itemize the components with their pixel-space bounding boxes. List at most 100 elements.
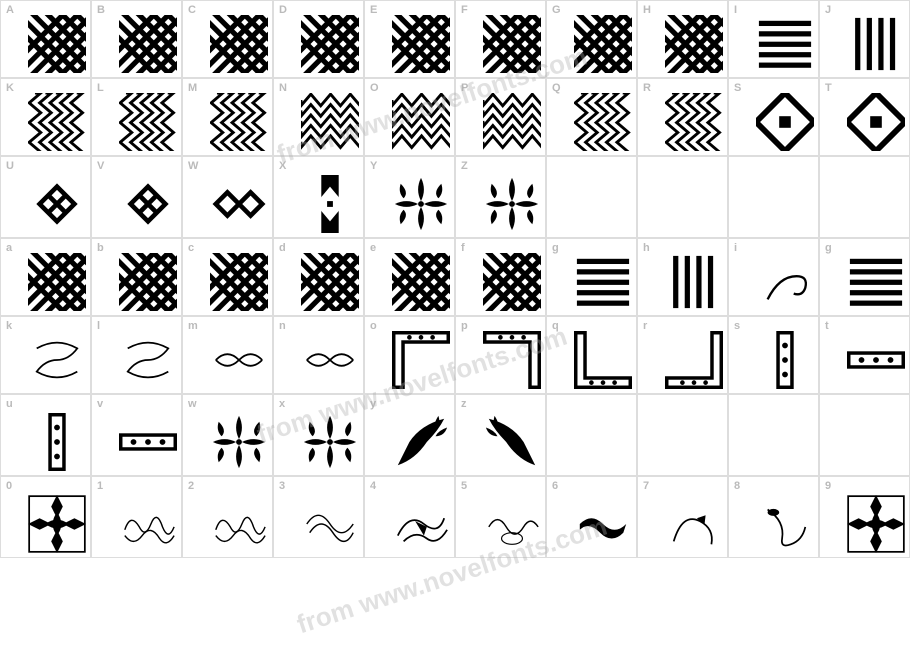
cell-label: 3 (279, 480, 285, 492)
glyph-cell: L (91, 78, 182, 156)
glyph-cell: A (0, 0, 91, 78)
glyph-lattice (28, 253, 86, 311)
glyph-cell: R (637, 78, 728, 156)
glyph-cell: i (728, 238, 819, 316)
cell-label: 2 (188, 480, 194, 492)
cell-label: c (188, 242, 194, 254)
cell-label: X (279, 160, 286, 172)
cell-label: R (643, 82, 651, 94)
cell-label: b (97, 242, 104, 254)
glyph-lattice (28, 15, 86, 73)
glyph-lattice (665, 15, 723, 73)
glyph-cell: H (637, 0, 728, 78)
glyph-calligLoop2 (301, 495, 359, 553)
cell-label: d (279, 242, 286, 254)
glyph-cell: l (91, 316, 182, 394)
glyph-diamondPair (210, 175, 268, 233)
glyph-cell (637, 156, 728, 238)
cell-label: K (6, 82, 14, 94)
cell-label: 5 (461, 480, 467, 492)
glyph-cell: D (273, 0, 364, 78)
cell-label: G (552, 4, 561, 16)
cell-label: f (461, 242, 465, 254)
cell-label: g (825, 242, 832, 254)
cell-label: S (734, 82, 741, 94)
glyph-diamondBar (301, 175, 359, 233)
glyph-ornCornerBL (574, 331, 632, 389)
glyph-cell (819, 394, 910, 476)
glyph-cell: C (182, 0, 273, 78)
glyph-cell: s (728, 316, 819, 394)
cell-label: s (734, 320, 740, 332)
glyph-zigzagV (28, 93, 86, 151)
glyph-floralTile (483, 175, 541, 233)
glyph-floralTile (210, 413, 268, 471)
glyph-cell: z (455, 394, 546, 476)
glyph-ornBarH (847, 331, 905, 389)
glyph-ornCornerTL (392, 331, 450, 389)
cell-label: p (461, 320, 468, 332)
glyph-cell: Y (364, 156, 455, 238)
glyph-cell: t (819, 316, 910, 394)
cell-label: U (6, 160, 14, 172)
glyph-cell: r (637, 316, 728, 394)
glyph-cell: X (273, 156, 364, 238)
glyph-cell: 8 (728, 476, 819, 558)
glyph-hbars (847, 253, 905, 311)
cell-label: Y (370, 160, 377, 172)
glyph-cell: x (273, 394, 364, 476)
glyph-cell: k (0, 316, 91, 394)
cell-label: O (370, 82, 379, 94)
glyph-zigzagH (483, 93, 541, 151)
glyph-cell: J (819, 0, 910, 78)
glyph-cell: v (91, 394, 182, 476)
cell-label: C (188, 4, 196, 16)
glyph-cell: P (455, 78, 546, 156)
glyph-cell: o (364, 316, 455, 394)
cell-label: 4 (370, 480, 376, 492)
cell-label: Q (552, 82, 561, 94)
character-map-grid: ABCDEFGHIJKLMNOPQRSTUVWXYZabcdefghigklmn… (0, 0, 911, 558)
glyph-cell: 4 (364, 476, 455, 558)
cell-label: e (370, 242, 376, 254)
glyph-cell: w (182, 394, 273, 476)
glyph-lattice (574, 15, 632, 73)
cell-label: x (279, 398, 285, 410)
glyph-zigzagV (119, 93, 177, 151)
glyph-vbars (847, 15, 905, 73)
cell-label: M (188, 82, 197, 94)
glyph-cell: W (182, 156, 273, 238)
glyph-lattice (119, 253, 177, 311)
glyph-cell: g (546, 238, 637, 316)
cell-label: q (552, 320, 559, 332)
glyph-cell: c (182, 238, 273, 316)
glyph-calligCurve (665, 495, 723, 553)
cell-label: 9 (825, 480, 831, 492)
glyph-zigzagV (665, 93, 723, 151)
grid-row: U VWX Y Z (0, 156, 911, 238)
cell-label: h (643, 242, 650, 254)
glyph-cell: 2 (182, 476, 273, 558)
glyph-cell: E (364, 0, 455, 78)
glyph-cell: n (273, 316, 364, 394)
glyph-vbars (665, 253, 723, 311)
glyph-cell: 5 (455, 476, 546, 558)
glyph-cell: V (91, 156, 182, 238)
glyph-cell: d (273, 238, 364, 316)
glyph-calligCurve2 (756, 495, 814, 553)
glyph-cell: K (0, 78, 91, 156)
cell-label: Z (461, 160, 468, 172)
cell-label: y (370, 398, 376, 410)
cell-label: l (97, 320, 100, 332)
glyph-diamondCorner (847, 93, 905, 151)
glyph-ribbon2 (301, 331, 359, 389)
glyph-ornBarV (756, 331, 814, 389)
glyph-cell: O (364, 78, 455, 156)
glyph-cell: 1 (91, 476, 182, 558)
glyph-cell: G (546, 0, 637, 78)
glyph-hbars (574, 253, 632, 311)
cell-label: 7 (643, 480, 649, 492)
cell-label: o (370, 320, 377, 332)
glyph-cell: p (455, 316, 546, 394)
glyph-crossOrn (28, 495, 86, 553)
